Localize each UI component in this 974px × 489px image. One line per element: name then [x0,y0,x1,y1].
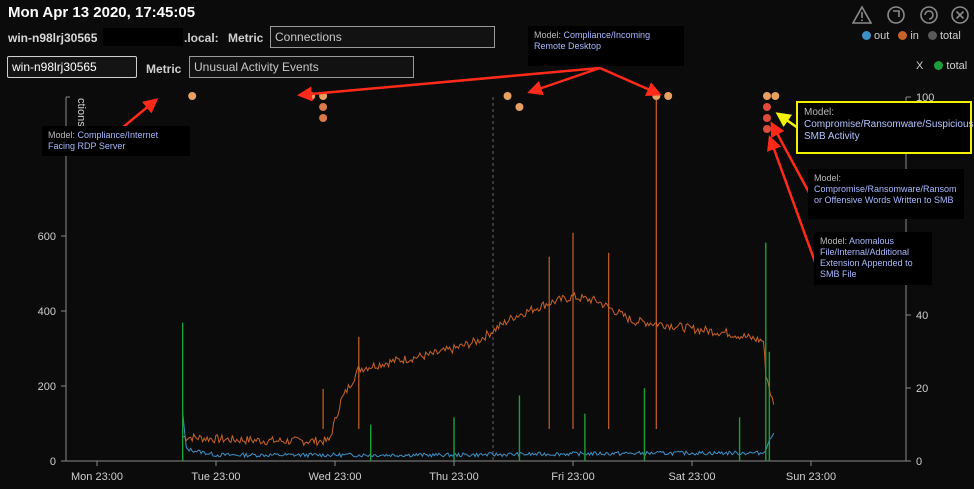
annotation-arrow [121,98,159,129]
legend-total-2-swatch [934,61,944,70]
left-tick-label: 600 [38,231,56,243]
metric-select[interactable]: Connections [270,26,495,48]
redaction-block [103,28,183,46]
legend-total[interactable]: total [927,30,961,42]
annotation-arrow [297,66,601,102]
metric-label-2: Metric [146,62,182,76]
callout-model-label: Model: [48,130,76,140]
legend-total-2[interactable]: total [934,60,967,72]
callout-model-label: Model: [804,107,835,118]
annotation-arrow [599,66,662,97]
metric-select-2-value: Unusual Activity Events [194,60,319,74]
model-breach-dot [771,92,780,100]
close-icon[interactable] [950,5,970,25]
host-input-value: win-n98lrj30565 [12,60,97,74]
callout-model-label: Model: [814,173,842,183]
x-tick-label: Tue 23:00 [191,471,240,483]
callout-model-name: Compliance/Incoming Remote Desktop [534,30,651,51]
model-breach-dot [515,103,524,111]
annotation-arrow [767,135,817,263]
refresh-icon[interactable] [886,5,906,25]
callout-remote-desktop: Model: Compliance/Incoming Remote Deskto… [528,26,684,66]
reload-icon[interactable] [919,5,939,25]
metric-label: Metric [228,31,264,45]
model-breach-dot [188,92,197,100]
legend-in[interactable]: in [898,30,919,42]
callout-model-label: Model: [820,236,848,246]
callout-model-name: Compromise/Ransomware/Ransom or Offensiv… [814,184,957,205]
model-breach-dot [319,103,328,111]
warning-icon[interactable] [852,5,872,25]
host-name-label: win-n98lrj30565 [8,31,97,45]
timestamp: Mon Apr 13 2020, 17:45:05 [8,4,196,21]
model-breach-dot [503,92,512,100]
x-tick-label: Sun 23:00 [786,471,836,483]
model-breach-dot [762,114,771,122]
right-tick-label: 0 [916,456,922,468]
legend: out in total [862,30,961,42]
x-tick-label: Fri 23:00 [551,471,594,483]
left-tick-label: 0 [50,456,56,468]
right-tick-label: 40 [916,310,928,322]
x-tick-label: Mon 23:00 [71,471,123,483]
series-out-line [182,411,775,459]
left-axis-label: ctions [75,98,87,127]
model-breach-dot [664,92,673,100]
x-tick-label: Sat 23:00 [668,471,715,483]
callout-model-label: Model: [534,30,562,40]
legend-2: X total [916,60,967,72]
annotation-arrow-yellow [775,112,799,130]
host-name-prefix: win-n98lrj30565 [8,31,98,45]
legend-x[interactable]: X [916,60,924,72]
left-tick-label: 400 [38,306,56,318]
left-tick-label: 200 [38,381,56,393]
model-breach-dot [762,125,771,133]
legend-out-swatch [862,31,871,40]
legend-in-swatch [898,31,908,40]
model-breach-dot [762,92,771,100]
callout-anomalous-extension: Model: Anomalous File/Internal/Additiona… [814,232,932,285]
host-name-suffix: .local: [184,31,219,45]
callout-model-name: Compliance/Internet Facing RDP Server [48,130,159,151]
callout-model-name: Anomalous File/Internal/Additional Exten… [820,236,913,279]
x-tick-label: Wed 23:00 [308,471,361,483]
legend-out[interactable]: out [862,30,889,42]
right-tick-label: 20 [916,383,928,395]
metric-select-value: Connections [275,30,342,44]
x-tick-label: Thu 23:00 [429,471,479,483]
callout-ransomware-smb: Model: Compromise/Ransomware/Suspicious … [796,101,974,154]
model-breach-dot [762,103,771,111]
annotation-arrow [527,66,601,96]
legend-total-swatch [927,31,937,40]
host-input[interactable]: win-n98lrj30565 [7,56,137,78]
model-breach-dot [319,114,328,122]
callout-rdp-server: Model: Compliance/Internet Facing RDP Se… [42,126,190,156]
series-in-line [182,291,775,447]
callout-model-name: Compromise/Ransomware/Suspicious SMB Act… [804,119,974,142]
metric-select-2[interactable]: Unusual Activity Events [189,56,414,78]
callout-ransom-words: Model: Compromise/Ransomware/Ransom or O… [808,169,964,219]
